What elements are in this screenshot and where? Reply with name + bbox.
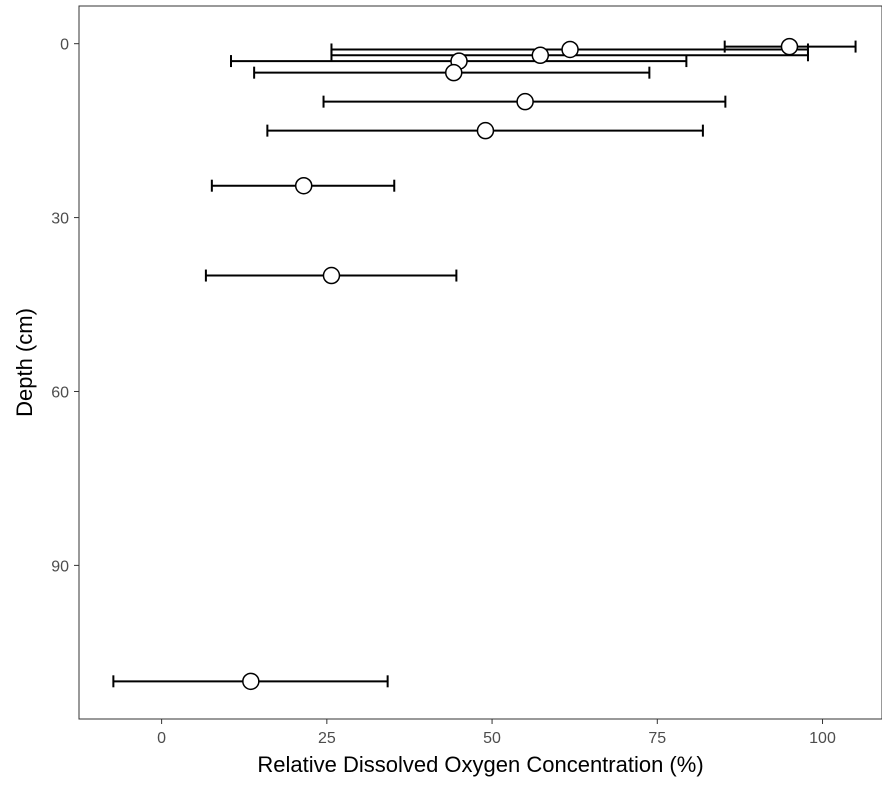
x-axis-title: Relative Dissolved Oxygen Concentration … [257, 752, 703, 777]
x-tick-label: 100 [809, 730, 836, 747]
y-tick-label: 30 [51, 211, 69, 228]
y-tick-label: 0 [60, 37, 69, 54]
data-points [242, 37, 799, 691]
x-tick-label: 0 [157, 730, 166, 747]
data-point [476, 121, 495, 140]
x-tick-label: 75 [648, 730, 666, 747]
y-axis-title: Depth (cm) [12, 308, 37, 417]
y-axis-ticks: 0 30 60 90 [51, 37, 79, 575]
data-point [444, 63, 463, 82]
plot-panel [78, 5, 882, 720]
x-tick-label: 50 [483, 730, 501, 747]
panel-border [78, 5, 882, 720]
data-point [531, 46, 550, 65]
x-axis-ticks: 0 25 50 75 100 [157, 719, 836, 747]
data-point [322, 266, 341, 285]
y-tick-label: 60 [51, 384, 69, 401]
y-tick-label: 90 [51, 558, 69, 575]
data-point [516, 92, 534, 111]
data-point [242, 672, 260, 691]
data-point [294, 176, 313, 195]
x-tick-label: 25 [318, 730, 336, 747]
data-point [561, 40, 579, 59]
data-point [780, 37, 799, 56]
